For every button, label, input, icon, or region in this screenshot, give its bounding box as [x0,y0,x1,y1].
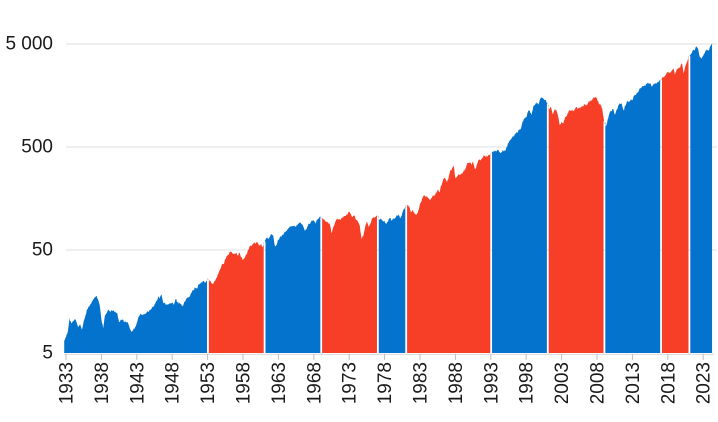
area-segment-democratic [604,79,661,354]
x-axis-label: 1943 [127,362,148,404]
area-segment-democratic [64,278,208,353]
x-axis-label: 1988 [446,362,467,404]
area-segment-republican [661,56,690,353]
x-axis-label: 1978 [375,362,396,404]
area-segment-republican [208,241,265,353]
y-axis-label: 5 [42,343,53,364]
x-axis-label: 1963 [269,362,290,404]
area-segment-democratic [491,97,548,353]
x-axis-label: 2023 [694,362,715,404]
x-axis-label: 1968 [304,362,325,404]
area-segment-republican [406,152,491,353]
area-segment-republican [548,96,605,354]
area-segment-democratic [378,205,406,353]
area-segment-democratic [264,216,321,353]
x-axis-label: 1938 [92,362,113,404]
x-axis-label: 2003 [552,362,573,404]
x-axis-label: 1933 [57,362,78,404]
y-axis-label: 5 000 [5,34,53,55]
area-segment-republican [321,211,378,353]
x-axis-label: 1958 [234,362,255,404]
x-axis-label: 1953 [198,362,219,404]
x-axis-label: 2013 [623,362,644,404]
y-axis-label: 50 [32,240,53,261]
y-axis-label: 500 [21,137,53,158]
x-axis-label: 1993 [481,362,502,404]
area-segment-democratic [689,43,713,353]
x-axis-label: 1948 [163,362,184,404]
x-axis-label: 2008 [588,362,609,404]
x-axis-label: 1998 [517,362,538,404]
x-axis-label: 1983 [411,362,432,404]
x-axis-label: 1973 [340,362,361,404]
x-axis-label: 2018 [658,362,679,404]
